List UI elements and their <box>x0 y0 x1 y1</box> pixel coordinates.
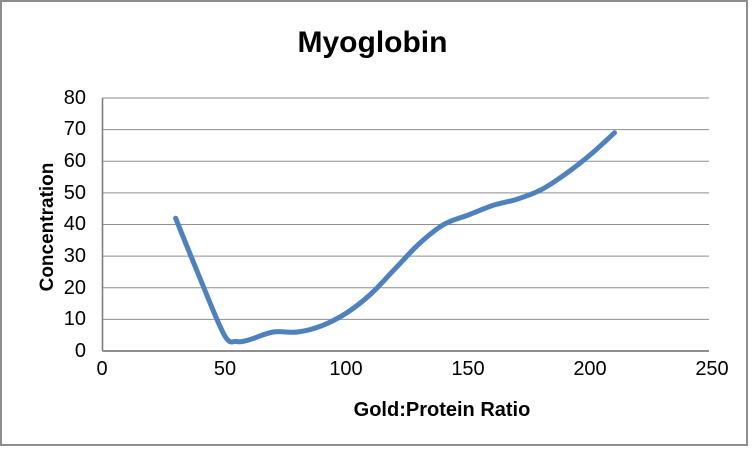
x-axis-title: Gold:Protein Ratio <box>353 399 531 421</box>
y-tick-label: 40 <box>63 213 86 235</box>
y-tick-label: 10 <box>63 308 86 330</box>
x-tick-label: 0 <box>96 358 108 380</box>
myoglobin-series-line <box>173 130 617 345</box>
x-tick-label: 50 <box>213 358 237 380</box>
x-tick-label: 250 <box>695 358 729 380</box>
y-tick-label: 50 <box>63 182 86 204</box>
y-tick-label: 80 <box>63 87 86 109</box>
x-tick-label: 150 <box>451 358 485 380</box>
y-tick-label: 30 <box>63 245 86 267</box>
y-tick-label: 20 <box>63 277 86 299</box>
x-tick-label: 100 <box>329 358 363 380</box>
chart-title: Myoglobin <box>297 26 448 59</box>
y-tick-label: 60 <box>63 150 86 172</box>
x-tick-label: 200 <box>573 358 607 380</box>
y-tick-label: 0 <box>74 340 86 362</box>
y-tick-label: 70 <box>63 118 86 140</box>
